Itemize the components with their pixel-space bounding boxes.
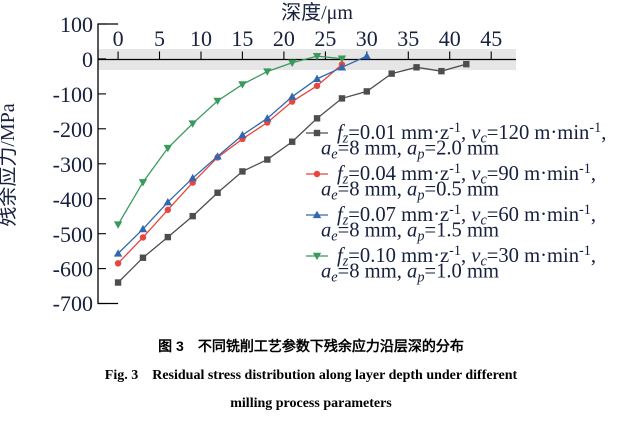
svg-text:ae=8 mm, ap=0.5 mm: ae=8 mm, ap=0.5 mm xyxy=(321,179,499,204)
svg-text:-400: -400 xyxy=(53,187,93,212)
svg-text:40: 40 xyxy=(439,26,461,51)
svg-text:20: 20 xyxy=(273,26,295,51)
svg-text:0: 0 xyxy=(82,47,93,72)
svg-text:Fig. 3 Residual stress distrib: Fig. 3 Residual stress distribution alon… xyxy=(105,368,518,383)
svg-text:图 3 不同铣削工艺参数下残余应力沿层深的分布: 图 3 不同铣削工艺参数下残余应力沿层深的分布 xyxy=(158,338,464,354)
svg-text:ae=8 mm, ap=2.0 mm: ae=8 mm, ap=2.0 mm xyxy=(321,138,499,163)
svg-text:15: 15 xyxy=(231,26,253,51)
svg-text:-100: -100 xyxy=(53,82,93,107)
svg-text:-200: -200 xyxy=(53,117,93,142)
svg-text:30: 30 xyxy=(356,26,378,51)
svg-text:ae=8 mm, ap=1.5 mm: ae=8 mm, ap=1.5 mm xyxy=(321,220,499,245)
svg-text:-500: -500 xyxy=(53,222,93,247)
svg-text:100: 100 xyxy=(60,12,93,37)
svg-text:45: 45 xyxy=(480,26,502,51)
svg-text:-700: -700 xyxy=(53,291,93,316)
svg-text:35: 35 xyxy=(397,26,419,51)
svg-text:milling process parameters: milling process parameters xyxy=(230,396,392,411)
svg-text:ae=8 mm, ap=1.0 mm: ae=8 mm, ap=1.0 mm xyxy=(321,261,499,286)
svg-text:残余应力/MPa: 残余应力/MPa xyxy=(0,103,19,226)
svg-text:0: 0 xyxy=(113,26,124,51)
svg-text:5: 5 xyxy=(154,26,165,51)
svg-text:25: 25 xyxy=(314,26,336,51)
svg-text:10: 10 xyxy=(190,26,212,51)
svg-text:-600: -600 xyxy=(53,257,93,282)
svg-text:-300: -300 xyxy=(53,152,93,177)
svg-text:深度/μm: 深度/μm xyxy=(281,1,353,24)
